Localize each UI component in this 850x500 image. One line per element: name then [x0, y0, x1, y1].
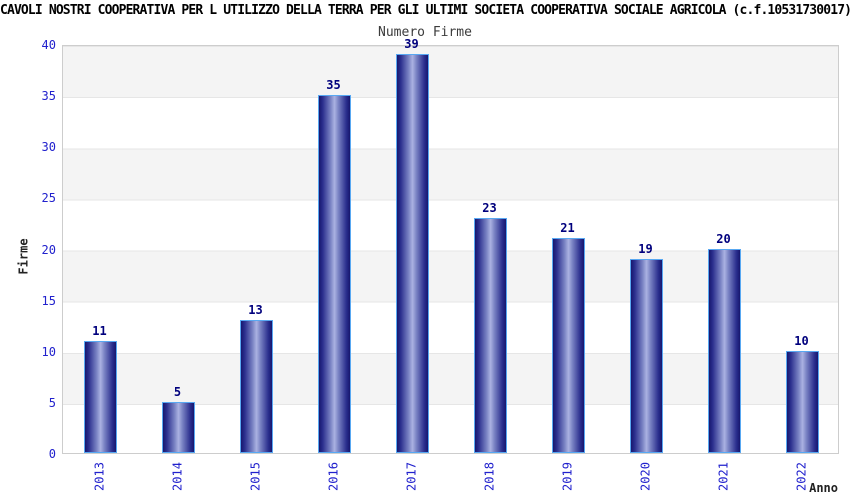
- y-tick-label: 10: [41, 344, 56, 359]
- bar-value-label: 20: [716, 231, 731, 246]
- bar-value-label: 23: [482, 200, 497, 215]
- x-tick-label: 2020: [638, 462, 652, 491]
- x-axis-label: Anno: [809, 481, 838, 495]
- bar-2021: [708, 248, 741, 453]
- y-tick-label: 0: [48, 447, 56, 461]
- bar-2013: [84, 340, 117, 453]
- bar-2020: [630, 258, 663, 453]
- y-tick-label: 40: [41, 38, 56, 52]
- y-tick-label: 20: [41, 242, 56, 257]
- x-tick-label: 2016: [326, 462, 340, 491]
- x-tick-label: 2015: [248, 462, 262, 491]
- x-tick-label: 2019: [560, 462, 574, 491]
- bar-value-label: 19: [638, 241, 653, 256]
- bar-value-label: 5: [173, 384, 182, 399]
- bar-value-label: 21: [560, 221, 575, 236]
- y-tick-label: 5: [48, 395, 56, 410]
- y-tick-label: 15: [41, 293, 56, 308]
- bar-value-label: 11: [92, 323, 107, 338]
- bar-value-label: 10: [794, 333, 809, 348]
- bar-value-label: 13: [248, 303, 263, 318]
- chart-title: CAVOLI NOSTRI COOPERATIVA PER L UTILIZZO…: [0, 3, 850, 18]
- y-tick-label: 25: [41, 191, 56, 206]
- x-tick-label: 2013: [92, 462, 106, 491]
- y-axis-label: Firme: [16, 238, 31, 275]
- y-tick-label: 30: [41, 140, 56, 155]
- bar-2019: [552, 238, 585, 453]
- bar-2014: [162, 401, 195, 453]
- x-tick-label: 2021: [716, 462, 730, 491]
- bar-2015: [240, 320, 273, 453]
- plot-area: [62, 45, 839, 454]
- bar-2016: [318, 95, 351, 453]
- chart-subtitle: Numero Firme: [378, 25, 472, 40]
- x-tick-label: 2022: [794, 462, 808, 491]
- bar-2017: [396, 54, 429, 453]
- x-tick-label: 2018: [482, 462, 496, 491]
- bar-value-label: 35: [326, 78, 341, 93]
- bar-2022: [786, 350, 819, 453]
- bar-2018: [474, 217, 507, 453]
- x-tick-label: 2017: [404, 462, 418, 491]
- bar-value-label: 39: [404, 37, 419, 52]
- y-tick-label: 35: [41, 89, 56, 104]
- x-tick-label: 2014: [170, 462, 184, 491]
